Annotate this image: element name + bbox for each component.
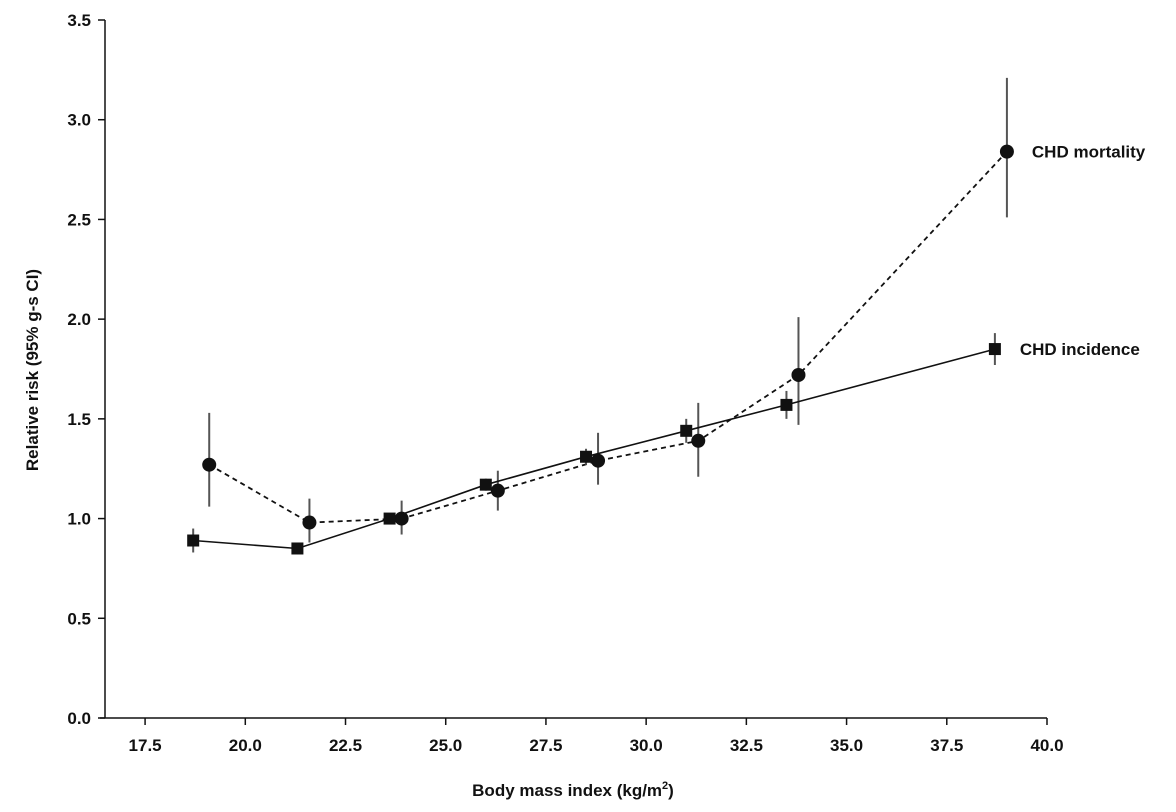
data-point-chd-mortality [302,515,317,530]
y-tick-label: 2.0 [67,310,91,329]
axes [100,20,1047,719]
data-point-chd-incidence [680,424,693,437]
series-line-chd-mortality [208,150,1008,524]
x-tick-label: 20.0 [229,736,262,755]
x-tick-label: 40.0 [1030,736,1063,755]
x-tick-label: 22.5 [329,736,362,755]
x-tick-label: 17.5 [129,736,162,755]
y-axis-title: Relative risk (95% g-s CI) [23,269,42,471]
series-label-chd-incidence: CHD incidence [1020,340,1140,359]
series-labels: CHD mortality CHD incidence [1020,143,1146,359]
y-tick-label: 2.5 [67,210,91,229]
data-point-chd-mortality [591,453,606,468]
y-tick-label: 3.0 [67,111,91,130]
y-tick-label: 1.5 [67,410,91,429]
data-point-chd-mortality [691,433,706,448]
data-point-chd-incidence [988,343,1001,356]
x-tick-label: 32.5 [730,736,763,755]
series-chd-mortality [202,77,1014,543]
series-chd-incidence [187,333,1001,555]
data-point-chd-mortality [490,483,505,498]
data-point-chd-incidence [291,542,304,555]
data-point-chd-mortality [791,367,806,382]
x-tick-label: 27.5 [529,736,562,755]
data-point-chd-incidence [383,512,396,525]
x-tick-label: 37.5 [930,736,963,755]
y-tick-label: 1.0 [67,510,91,529]
x-tick-label: 35.0 [830,736,863,755]
series-line-chd-incidence [193,348,996,550]
data-point-chd-incidence [479,478,492,491]
data-point-chd-mortality [999,144,1014,159]
series-layer [187,77,1014,555]
y-tick-label: 0.5 [67,609,91,628]
data-point-chd-incidence [580,450,593,463]
data-point-chd-mortality [202,457,217,472]
x-tick-label: 25.0 [429,736,462,755]
data-point-chd-incidence [780,398,793,411]
x-tick-label: 30.0 [630,736,663,755]
x-axis-title: Body mass index (kg/m2) [472,780,674,800]
data-point-chd-incidence [187,534,200,547]
series-label-chd-mortality: CHD mortality [1032,143,1146,162]
y-tick-label: 3.5 [67,11,91,30]
ticks: 17.5 20.0 22.5 25.0 27.5 30.0 32.5 35.0 37.5 40.0… [67,11,1063,755]
y-tick-label: 0.0 [67,709,91,728]
